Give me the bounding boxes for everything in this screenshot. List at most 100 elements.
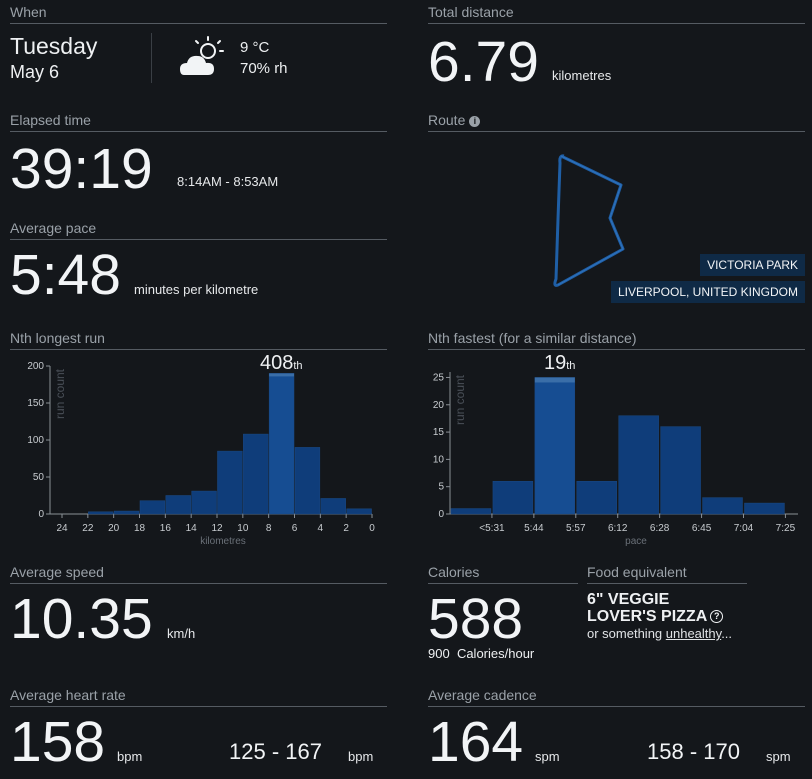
histogram-bar — [243, 433, 269, 515]
calories-rate-unit: Calories/hour — [456, 646, 535, 661]
x-tick-label: 22 — [82, 523, 94, 534]
average-pace-section: Average pace 5:48 minutes per kilometre — [10, 219, 387, 304]
histogram-bar — [346, 508, 372, 515]
x-tick-label: 5:44 — [524, 523, 544, 534]
cadence-range-unit: spm — [766, 749, 791, 764]
x-tick-label: 24 — [56, 523, 68, 534]
x-tick-label: 6 — [292, 523, 298, 534]
partly-cloudy-icon — [180, 36, 224, 75]
x-tick-label: 16 — [160, 523, 172, 534]
x-tick-label: 14 — [186, 523, 198, 534]
x-tick-label: 7:04 — [734, 523, 754, 534]
route-header: Route i — [428, 111, 805, 132]
y-tick-label: 5 — [438, 482, 444, 493]
y-tick-label: 0 — [438, 509, 444, 520]
histogram-bar — [165, 495, 191, 515]
y-tick-label: 150 — [27, 398, 44, 409]
food-header: Food equivalent — [587, 563, 747, 584]
histogram-bar — [320, 498, 346, 515]
food-line-2: LOVER'S PIZZA? — [587, 608, 724, 626]
nth-longest-header: Nth longest run — [10, 329, 387, 350]
y-tick-label: 50 — [33, 472, 45, 483]
histogram-bar — [268, 373, 295, 515]
histogram-bar — [450, 508, 492, 515]
food-sub-suffix: ... — [721, 626, 733, 641]
x-tick-label: 5:57 — [566, 523, 586, 534]
histogram-bar — [139, 500, 166, 515]
average-pace-unit: minutes per kilometre — [134, 282, 259, 297]
y-tick-label: 25 — [433, 372, 445, 383]
histogram-bar — [702, 497, 743, 515]
x-axis-label: kilometres — [200, 536, 246, 547]
calories-header: Calories — [428, 563, 578, 584]
heart-rate-unit: bpm — [117, 749, 143, 764]
histogram-bar — [113, 510, 140, 515]
cadence-section: Average cadence 164 spm 158 - 170 spm — [428, 686, 805, 779]
average-speed-unit: km/h — [167, 626, 196, 641]
fastest-rank-suffix: th — [566, 360, 576, 372]
nth-fastest-section: Nth fastest (for a similar distance) 0 5 1… — [428, 329, 805, 554]
total-distance-value: 6.79 — [428, 30, 539, 94]
date-label: May 6 — [10, 62, 60, 82]
calories-value: 588 — [428, 587, 524, 651]
info-icon[interactable]: i — [469, 116, 481, 127]
heart-rate-header: Average heart rate — [10, 686, 387, 707]
elapsed-time-section: Elapsed time 39:19 8:14AM - 8:53AM — [10, 111, 387, 201]
location-tag-park: VICTORIA PARK — [700, 254, 805, 276]
location-tag-city: LIVERPOOL, UNITED KINGDOM — [610, 281, 805, 303]
x-tick-label: 6:28 — [650, 523, 670, 534]
y-tick-label: 200 — [27, 361, 44, 372]
question-icon[interactable]: ? — [710, 610, 724, 623]
y-tick-label: 20 — [433, 400, 445, 411]
x-tick-label: 20 — [108, 523, 120, 534]
route-line — [553, 154, 625, 287]
fastest-run-chart: 0 5 10 15 20 25 run count <5:31 5:44 5:57 6:12 6:28… — [433, 372, 798, 547]
elapsed-time-value: 39:19 — [10, 137, 153, 201]
fastest-rank: 19th — [544, 352, 575, 375]
x-tick-label: 6:12 — [608, 523, 628, 534]
y-tick-label: 0 — [38, 509, 44, 520]
calories-rate-value: 900 — [428, 646, 450, 661]
total-distance-section: Total distance 6.79 kilometres — [428, 3, 805, 94]
y-tick-label: 10 — [433, 454, 445, 465]
unhealthy-link[interactable]: unhealthy — [665, 626, 722, 641]
histogram-bar — [534, 377, 576, 515]
x-tick-label: 2 — [343, 523, 349, 534]
food-sub: or something unhealthy... — [587, 626, 732, 641]
food-line-2-text: LOVER'S PIZZA — [587, 608, 708, 625]
humidity-value: 70% rh — [240, 60, 288, 77]
route-map[interactable] — [428, 111, 805, 306]
histogram-bar — [217, 450, 243, 515]
histogram-bar — [294, 447, 321, 515]
food-sub-prefix: or something — [587, 626, 666, 641]
total-distance-header: Total distance — [428, 3, 805, 24]
histogram-bar — [88, 511, 114, 515]
x-tick-label: 18 — [134, 523, 146, 534]
average-speed-value: 10.35 — [10, 587, 153, 651]
highlight-marker — [534, 377, 575, 383]
y-tick-label: 100 — [27, 435, 44, 446]
day-label: Tuesday — [10, 33, 98, 59]
nth-fastest-header: Nth fastest (for a similar distance) — [428, 329, 805, 350]
route-section: Route i VICTORIA PARK LIVERPOOL, UNITED K… — [428, 111, 805, 306]
food-section: Food equivalent 6" VEGGIE LOVER'S PIZZA?… — [587, 563, 747, 663]
x-tick-label: 0 — [369, 523, 375, 534]
calories-rate: 900 Calories/hour — [428, 646, 534, 661]
histogram-bar — [660, 426, 701, 515]
cadence-header: Average cadence — [428, 686, 805, 707]
elapsed-time-range: 8:14AM - 8:53AM — [177, 174, 279, 189]
longest-rank: 408th — [260, 352, 303, 375]
x-tick-label: 12 — [211, 523, 223, 534]
average-pace-header: Average pace — [10, 219, 387, 240]
highlight-marker — [269, 373, 294, 377]
divider — [151, 33, 152, 83]
fastest-rank-number: 19 — [544, 352, 567, 374]
x-tick-label: 6:45 — [692, 523, 712, 534]
calories-section: Calories 588 900 Calories/hour — [428, 563, 578, 663]
route-header-label: Route — [428, 112, 466, 128]
histogram-bar — [492, 480, 534, 515]
when-header: When — [10, 3, 387, 24]
x-axis-label: pace — [625, 536, 647, 547]
temperature-value: 9 °C — [240, 39, 270, 56]
